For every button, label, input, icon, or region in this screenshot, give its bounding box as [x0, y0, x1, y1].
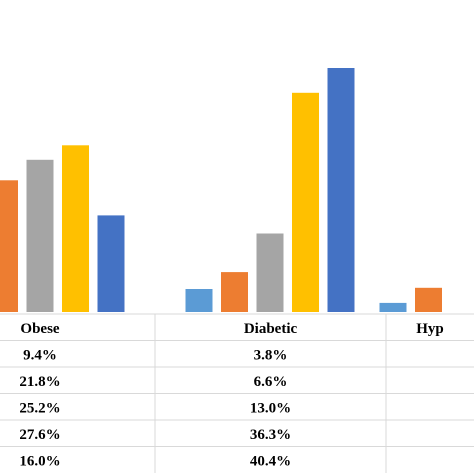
table-cell: 40.4% [250, 454, 291, 470]
bar-diabetic-2 [221, 272, 248, 312]
data-table-grid [0, 313, 474, 473]
bar-obese-4 [62, 145, 89, 312]
table-cell: 27.6% [19, 427, 60, 443]
table-cell: 25.2% [19, 401, 60, 417]
bar-obese-3 [26, 159, 54, 312]
table-cell: 21.8% [19, 374, 60, 390]
table-cell: 13.0% [250, 401, 291, 417]
table-header-diabetic: Diabetic [244, 321, 298, 337]
table-cell: 6.6% [254, 374, 288, 390]
table-cell: 36.3% [250, 427, 291, 443]
table-cell: 16.0% [19, 454, 60, 470]
table-cell: 3.8% [254, 348, 288, 364]
table-header-obese: Obese [20, 321, 60, 337]
bar-hyp-1 [379, 302, 407, 312]
bar-diabetic-1 [185, 289, 213, 312]
bar-hyp-2 [415, 287, 442, 312]
data-table: Obese Diabetic Hyp 9.4% 3.8% 21.8% 6.6% 25.2% 13… [19, 321, 443, 470]
bar-diabetic-3 [256, 233, 284, 312]
bar-obese-5 [97, 215, 125, 312]
bar-diabetic-5 [327, 68, 355, 312]
bars-group [0, 68, 442, 312]
bar-obese-2 [0, 180, 18, 312]
bar-diabetic-4 [292, 92, 319, 312]
table-cell: 9.4% [23, 348, 57, 364]
table-header-hyp: Hyp [416, 321, 444, 337]
